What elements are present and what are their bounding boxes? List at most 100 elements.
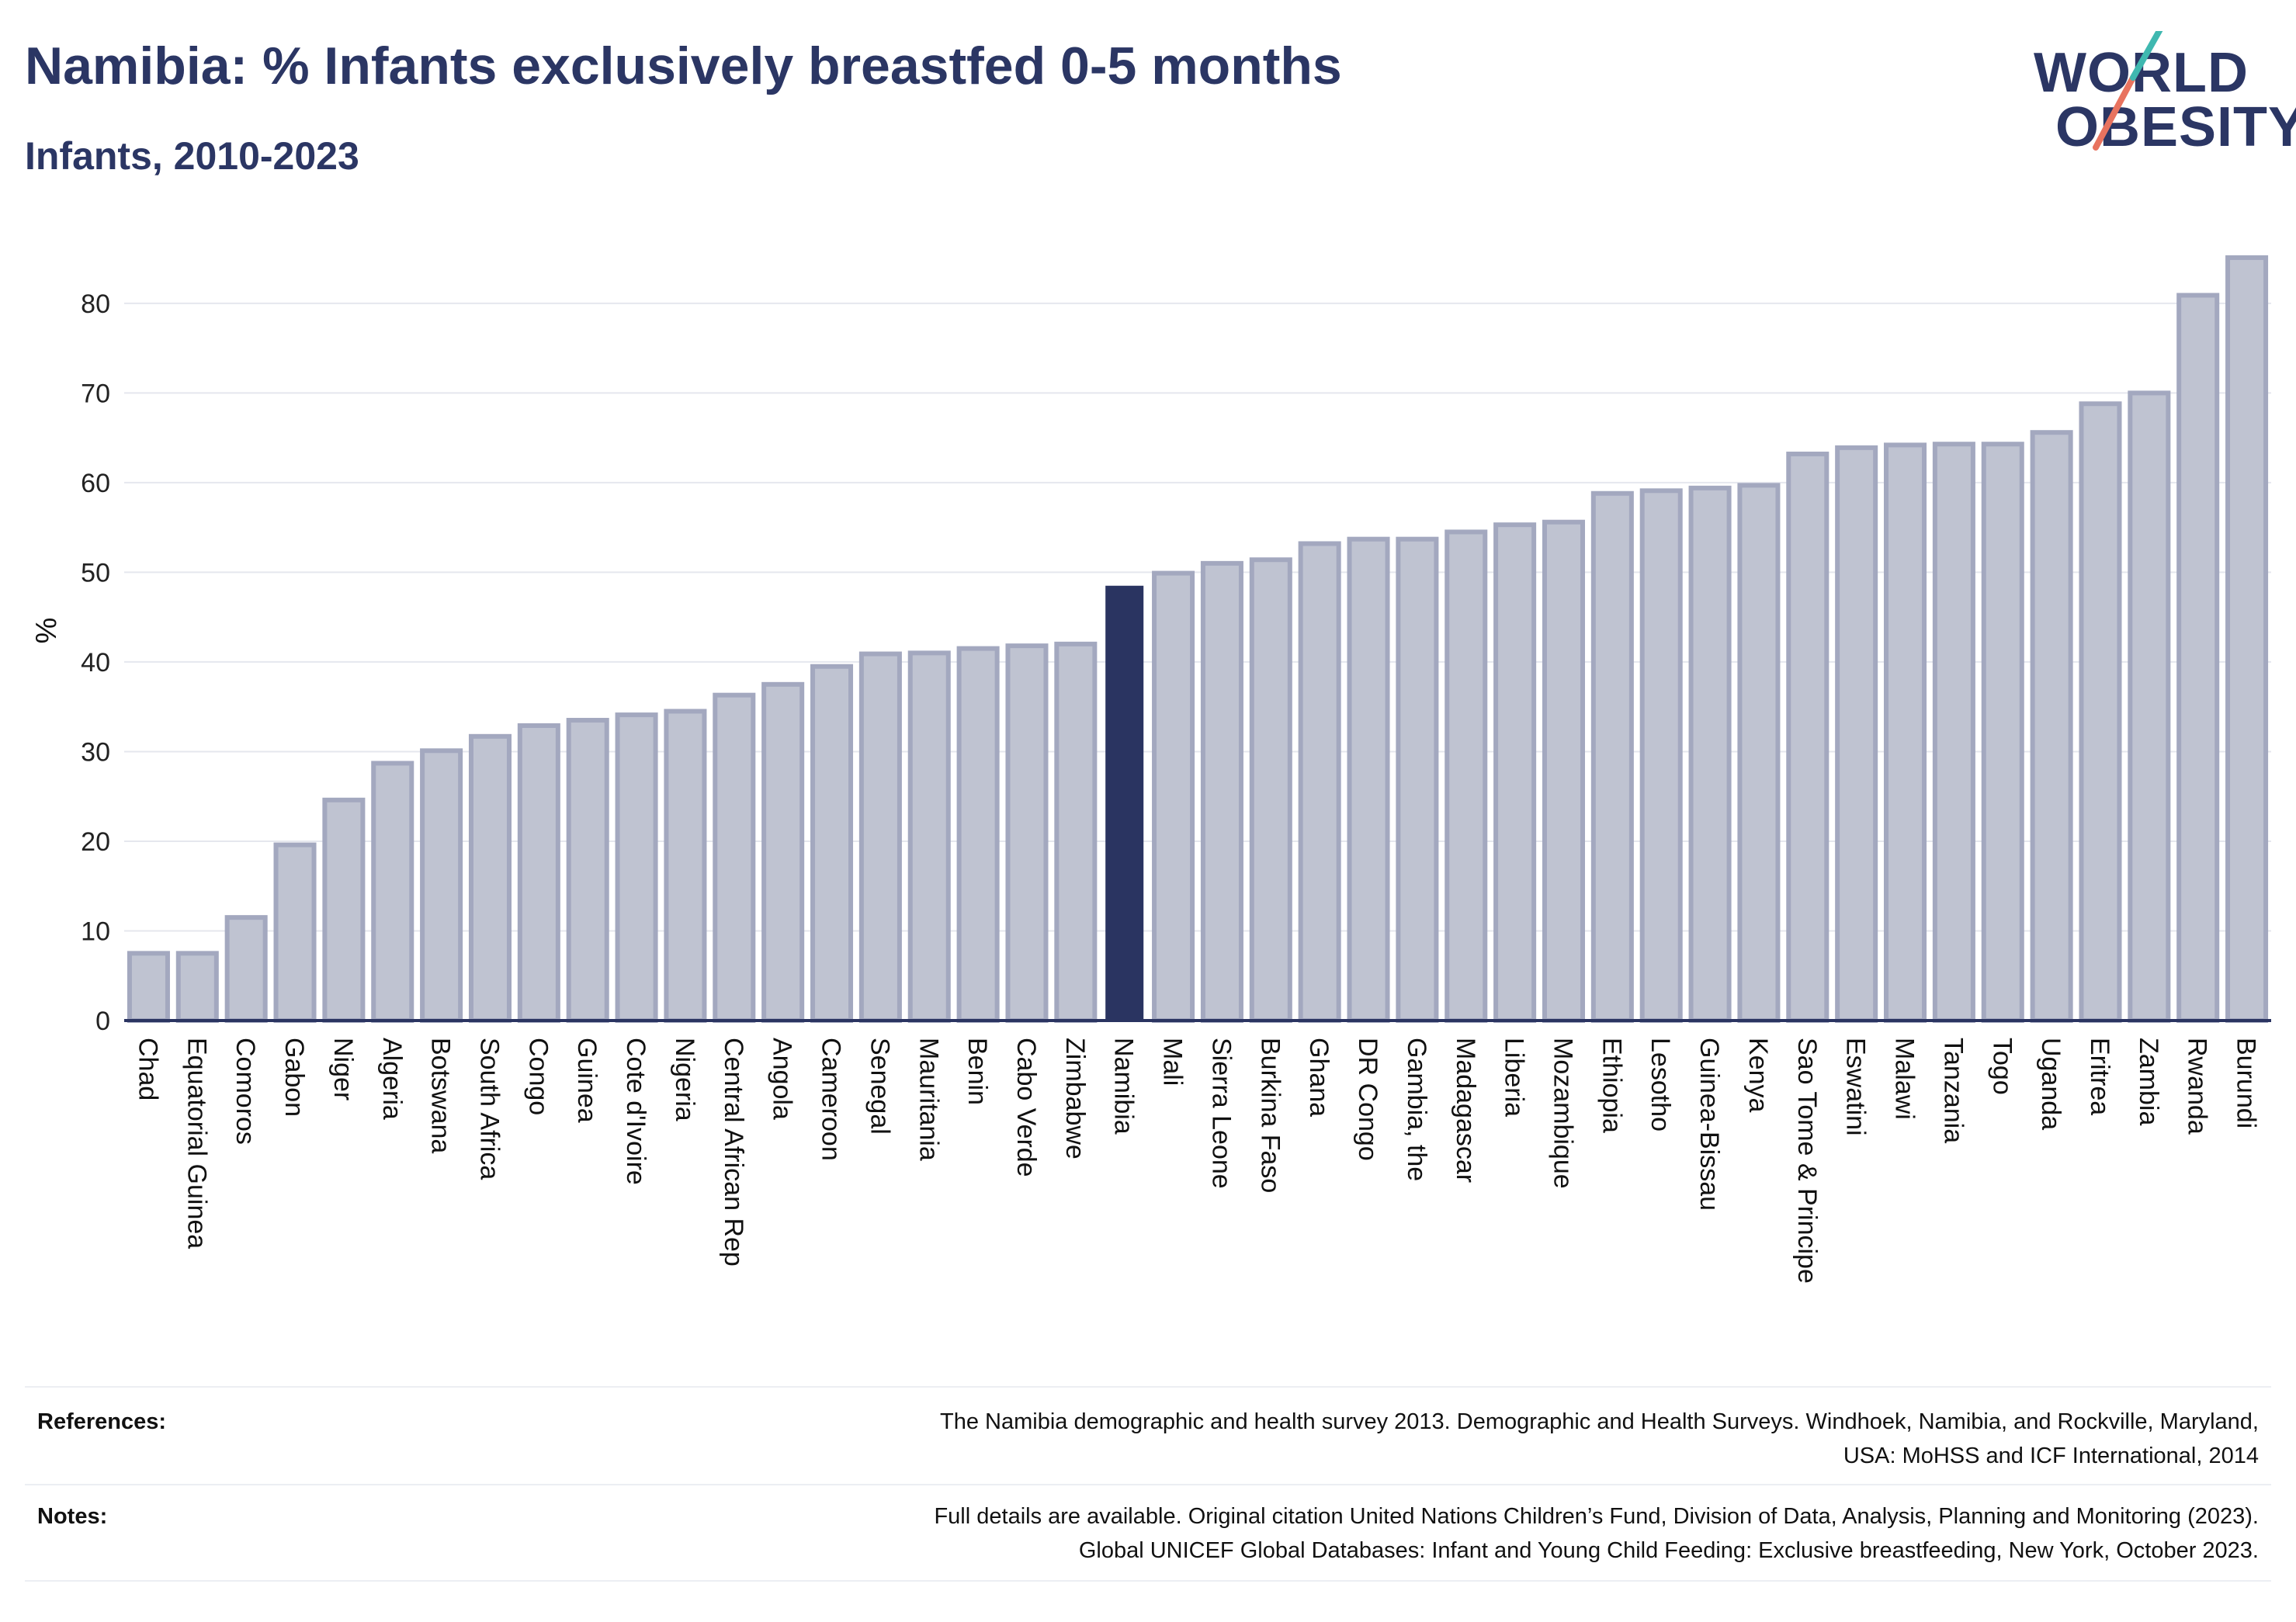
- chart-subtitle: Infants, 2010-2023: [25, 134, 359, 178]
- x-tick-label: Togo: [1987, 1038, 2017, 1095]
- x-tick-label: Cabo Verde: [1011, 1038, 1041, 1177]
- bar: [1445, 529, 1488, 1023]
- references-label: References:: [37, 1409, 167, 1434]
- bar: [517, 723, 560, 1024]
- x-tick-label: Ghana: [1304, 1038, 1334, 1117]
- bar: [761, 681, 805, 1024]
- bar: [1200, 560, 1243, 1023]
- x-tick-label: Botswana: [426, 1038, 456, 1153]
- x-tick-label: Zambia: [2134, 1038, 2163, 1125]
- references-section: References: The Namibia demographic and …: [25, 1386, 2271, 1485]
- bar: [1590, 490, 1634, 1023]
- bar: [664, 709, 707, 1023]
- world-obesity-logo: WORLD OBESITY: [2018, 31, 2296, 163]
- logo-word-world: WORLD: [2034, 42, 2249, 104]
- x-tick-label: Mauritania: [914, 1038, 943, 1161]
- bar: [1347, 536, 1390, 1023]
- x-tick-label: Niger: [328, 1038, 358, 1100]
- x-tick-label: Guinea: [572, 1038, 602, 1123]
- y-tick-label: 20: [81, 827, 110, 857]
- notes-text: Full details are available. Original cit…: [473, 1499, 2259, 1568]
- bar: [2176, 293, 2220, 1023]
- footer-divider: [25, 1580, 2271, 1582]
- x-tick-label: Sierra Leone: [1206, 1038, 1236, 1189]
- x-tick-label: Equatorial Guinea: [182, 1038, 211, 1249]
- x-tick-label: Guinea-Bissau: [1694, 1038, 1724, 1211]
- x-tick-label: Cameroon: [817, 1038, 846, 1161]
- bar: [713, 692, 756, 1023]
- bar: [566, 718, 609, 1023]
- bar: [907, 650, 951, 1024]
- bar: [224, 915, 268, 1023]
- y-tick-label: 40: [81, 648, 110, 678]
- x-tick-label: Malawi: [1890, 1038, 1920, 1120]
- bar: [1249, 557, 1292, 1023]
- y-axis-label: %: [30, 618, 63, 644]
- chart-title: Namibia: % Infants exclusively breastfed…: [25, 36, 1342, 95]
- bar: [1932, 442, 1975, 1024]
- x-tick-label: Tanzania: [1938, 1038, 1968, 1143]
- x-tick-label: Mozambique: [1548, 1038, 1577, 1189]
- notes-line: Global UNICEF Global Databases: Infant a…: [1078, 1538, 2259, 1563]
- x-tick-label: Ethiopia: [1597, 1038, 1626, 1133]
- bar: [1542, 519, 1585, 1024]
- bar: [175, 951, 219, 1023]
- bar: [1298, 541, 1341, 1023]
- bar: [273, 842, 317, 1023]
- x-tick-label: Gabon: [279, 1038, 309, 1117]
- x-tick-label: Burkina Faso: [1255, 1038, 1285, 1193]
- bar: [956, 646, 1000, 1023]
- bar: [1786, 451, 1830, 1023]
- y-tick-label: 80: [81, 289, 110, 319]
- footer-divider: [25, 1386, 2271, 1388]
- x-tick-label: Benin: [962, 1038, 992, 1105]
- y-tick-label: 50: [81, 558, 110, 587]
- notes-label: Notes:: [37, 1504, 108, 1529]
- bar: [615, 712, 658, 1023]
- bar: [468, 733, 512, 1024]
- references-line: USA: MoHSS and ICF International, 2014: [1843, 1444, 2259, 1468]
- x-tick-label: Eswatini: [1841, 1038, 1871, 1136]
- x-tick-label: Madagascar: [1451, 1038, 1480, 1183]
- y-tick-label: 60: [81, 469, 110, 498]
- bar: [2030, 430, 2073, 1023]
- footer-divider: [25, 1484, 2271, 1485]
- x-tick-label: Cote d'Ivoire: [621, 1038, 650, 1185]
- bar: [1884, 442, 1927, 1023]
- y-tick-label: 0: [95, 1007, 110, 1036]
- x-tick-label: Namibia: [1109, 1038, 1139, 1135]
- references-text: The Namibia demographic and health surve…: [473, 1405, 2259, 1473]
- bar: [858, 651, 902, 1023]
- bar: [1152, 570, 1195, 1023]
- references-line: The Namibia demographic and health surve…: [940, 1409, 2259, 1434]
- y-tick-label: 70: [81, 379, 110, 408]
- x-tick-label: Algeria: [377, 1038, 407, 1120]
- x-tick-label: Sao Tome & Principe: [1792, 1038, 1822, 1284]
- x-tick-label: Burundi: [2232, 1038, 2261, 1128]
- x-tick-label: Chad: [133, 1038, 162, 1100]
- bar: [1737, 483, 1781, 1023]
- x-tick-label: Zimbabwe: [1060, 1038, 1090, 1159]
- y-tick-label: 30: [81, 737, 110, 767]
- x-tick-label: Senegal: [865, 1038, 894, 1135]
- x-tick-label: Liberia: [1500, 1038, 1529, 1117]
- bar: [322, 797, 366, 1023]
- bar: [1054, 641, 1098, 1023]
- bar: [2128, 390, 2171, 1023]
- x-tick-label: DR Congo: [1353, 1038, 1382, 1161]
- notes-line: Full details are available. Original cit…: [934, 1504, 2259, 1529]
- y-tick-label: 10: [81, 917, 110, 946]
- notes-section: Notes: Full details are available. Origi…: [25, 1484, 2271, 1583]
- bar-chart: 0 10 20 30 40 50 60 70 80% Chad Equatorial Guinea C…: [30, 255, 2271, 1284]
- x-tick-label: Eritrea: [2085, 1038, 2114, 1115]
- x-tick-label: Lesotho: [1646, 1038, 1675, 1132]
- x-tick-label: Congo: [523, 1038, 553, 1115]
- bar: [1105, 585, 1144, 1021]
- logo-slash-icon: [2093, 31, 2163, 151]
- x-tick-label: Gambia, the: [1402, 1038, 1431, 1181]
- x-tick-label: Nigeria: [670, 1038, 699, 1121]
- bar: [1639, 488, 1683, 1023]
- bar: [127, 951, 170, 1023]
- x-tick-label: Rwanda: [2183, 1038, 2212, 1135]
- x-tick-label: Uganda: [2036, 1038, 2065, 1130]
